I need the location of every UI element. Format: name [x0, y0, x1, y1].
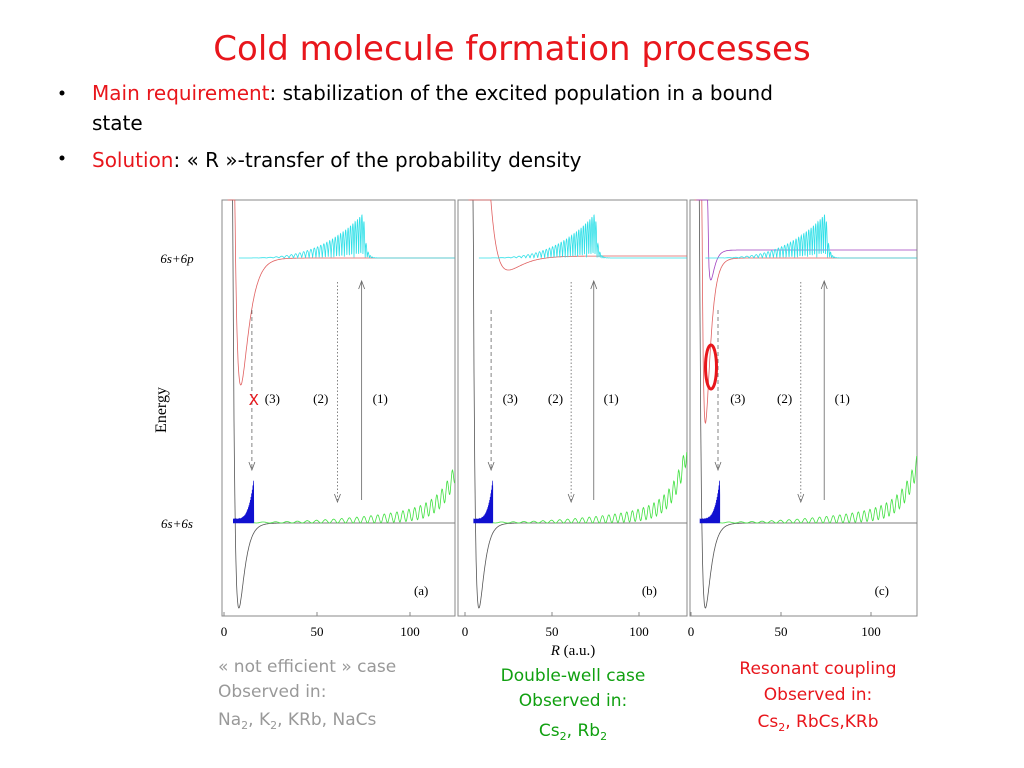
panel-frame — [221, 199, 456, 617]
caption-text: , KRb, NaCs — [277, 710, 376, 730]
x-tick-label: 100 — [861, 624, 881, 639]
caption-line: Resonant coupling — [739, 659, 896, 679]
arrow-head — [567, 493, 575, 504]
excited-potential — [468, 199, 687, 271]
caption-text: , Rb — [567, 721, 600, 741]
bullet-label: Main requirement — [92, 81, 270, 105]
caption-line: Double-well case — [501, 666, 646, 686]
x-tick-label: 100 — [400, 624, 420, 639]
caption-text: Na — [218, 710, 241, 730]
caption-text: , RbCs,KRb — [785, 712, 878, 732]
arrow-head — [248, 461, 256, 472]
arrow-label: (3) — [730, 391, 745, 406]
arrow-head — [797, 493, 805, 504]
level-label: 6s+6s — [161, 516, 193, 531]
caption-line: Cs2, Rb2 — [539, 721, 607, 743]
x-tick-label: 0 — [462, 624, 469, 639]
arrow-label: (3) — [265, 391, 280, 406]
x-axis-label: R (a.u.) — [550, 643, 596, 659]
continuum-wavefunction — [719, 455, 918, 524]
x-tick-label: 100 — [629, 624, 649, 639]
excited-potential — [227, 199, 455, 386]
arrow-head — [714, 461, 722, 472]
bullet-text: state — [92, 111, 143, 135]
caption-line: Na2, K2, KRb, NaCs — [218, 710, 376, 732]
bound-wavefunction — [473, 480, 494, 524]
continuum-wavefunction — [492, 452, 688, 524]
marker: X — [249, 391, 259, 409]
arrow-head — [487, 461, 495, 472]
x-axis-symbol: R — [550, 643, 560, 659]
panel: (3) (2) (1) (c) 0 50 100 — [688, 199, 918, 639]
caption-line: Observed in: — [764, 685, 872, 705]
x-axis-unit: (a.u.) — [564, 643, 596, 659]
excited-wavefunction — [705, 214, 917, 259]
caption-line: Cs2, RbCs,KRb — [757, 712, 878, 734]
caption-line: « not efficient » case — [218, 657, 396, 677]
bullet-dot — [59, 90, 65, 96]
bullet-dot — [59, 155, 65, 161]
panel: (3) (2) (1) X (a) 0 50 100 — [221, 199, 456, 639]
panel-tag: (a) — [414, 583, 428, 598]
arrow-head — [358, 279, 366, 290]
x-tick-label: 50 — [311, 624, 324, 639]
excited-wavefunction — [478, 214, 687, 259]
highlight — [704, 343, 718, 391]
bullet-text: : « R »-transfer of the probability dens… — [173, 148, 581, 172]
arrow-label: (2) — [313, 391, 328, 406]
subscript: 2 — [600, 730, 607, 743]
figure: (3) (2) (1)X(a)0 50 100(3) (2) (1)(b)0 50 100(3)… — [221, 199, 918, 639]
level-label: 6s+6p — [160, 251, 194, 266]
x-tick-label: 50 — [775, 624, 788, 639]
ground-potential — [696, 199, 917, 609]
ground-potential — [229, 199, 455, 609]
bullet: Main requirement: stabilization of the e… — [92, 81, 773, 105]
panel-frame — [689, 199, 918, 617]
bullet-text: : stabilization of the excited populatio… — [270, 81, 773, 105]
arrow-head — [820, 279, 828, 290]
caption-text: Cs — [539, 721, 560, 741]
arrow-label: (1) — [373, 391, 388, 406]
bullet-label: Solution — [92, 148, 173, 172]
coupled-potential — [696, 199, 917, 281]
panel: (3) (2) (1) (b) 0 50 100 — [457, 199, 688, 639]
excited-wavefunction — [238, 214, 455, 260]
x-tick-label: 0 — [221, 624, 228, 639]
continuum-wavefunction — [253, 469, 455, 524]
panel-frame — [457, 199, 688, 617]
bullet: Solution: « R »-transfer of the probabil… — [92, 148, 582, 172]
subscript: 2 — [270, 719, 277, 732]
caption-text: Cs — [757, 712, 778, 732]
arrow-label: (3) — [503, 391, 518, 406]
bound-wavefunction — [233, 480, 255, 524]
y-axis-label: Energy — [153, 387, 170, 433]
arrow-label: (1) — [835, 391, 850, 406]
bound-wavefunction — [699, 480, 721, 524]
caption-text: , K — [248, 710, 271, 730]
subscript: 2 — [778, 721, 785, 734]
arrow-label: (1) — [604, 391, 619, 406]
panel-tag: (b) — [642, 583, 657, 598]
slide-title: Cold molecule formation processes — [213, 29, 810, 69]
caption-line: Observed in: — [218, 682, 326, 702]
arrow-label: (2) — [548, 391, 563, 406]
x-tick-label: 50 — [546, 624, 559, 639]
subscript: 2 — [560, 730, 567, 743]
arrow-head — [590, 279, 598, 290]
caption-line: Observed in: — [519, 691, 627, 711]
x-tick-label: 0 — [688, 624, 695, 639]
arrow-head — [334, 493, 341, 504]
panel-tag: (c) — [875, 583, 889, 598]
arrow-label: (2) — [777, 391, 792, 406]
subscript: 2 — [241, 719, 248, 732]
